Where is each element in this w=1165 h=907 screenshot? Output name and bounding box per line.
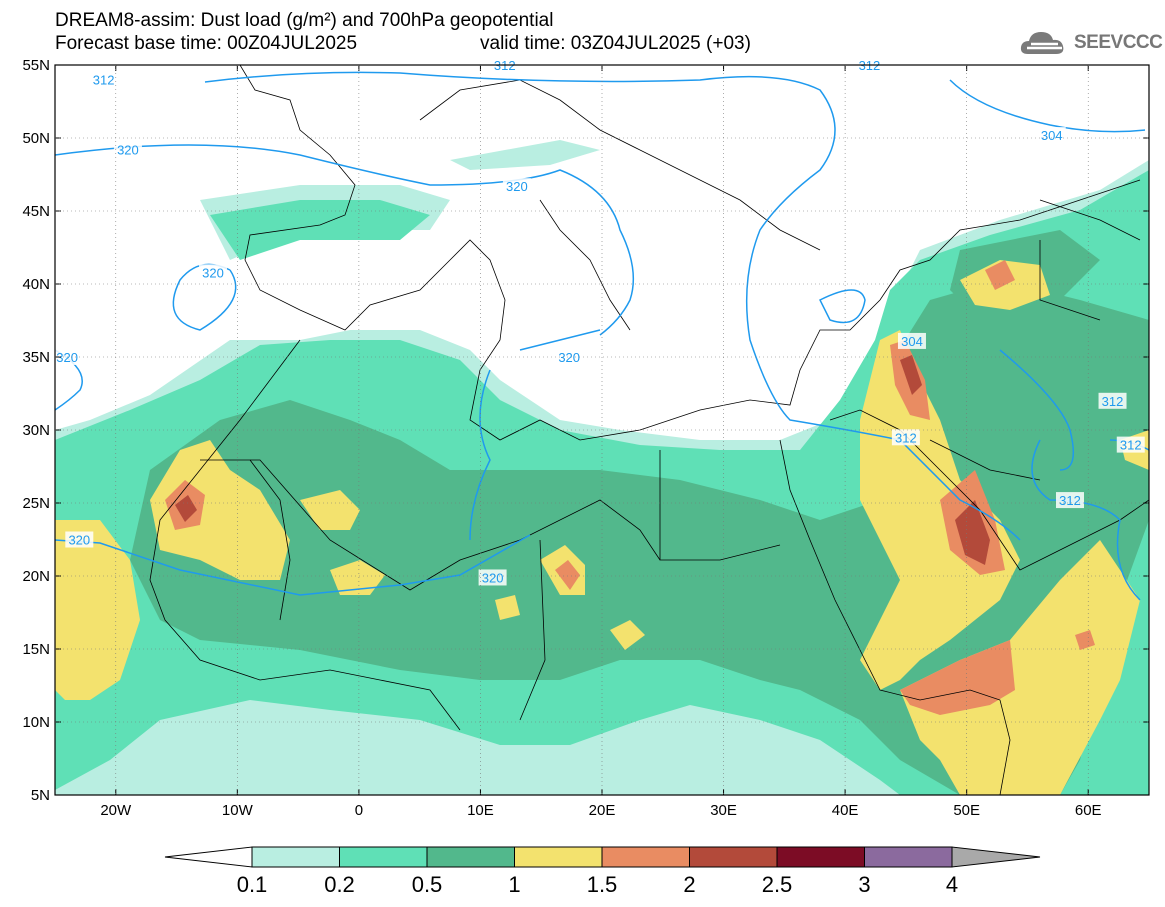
contour-label-bg (199, 264, 228, 281)
colorbar-label: 2 (683, 872, 695, 897)
lat-label: 25N (22, 495, 50, 512)
lat-label: 10N (22, 714, 50, 731)
lat-label: 45N (22, 203, 50, 220)
colorbar-label: 2.5 (762, 872, 793, 897)
longitude-labels: 20W 10W 0 10E 20E 30E 40E 50E 60E (100, 802, 1101, 819)
contour-label-bg (502, 178, 531, 195)
contour-label-bg (897, 332, 926, 349)
lon-label: 40E (832, 802, 859, 819)
lon-label: 50E (953, 802, 980, 819)
seevccc-logo: SEEVCCC (1018, 26, 1163, 60)
contour-label-bg (891, 429, 920, 446)
lon-label: 60E (1075, 802, 1102, 819)
logo-text: SEEVCCC (1074, 32, 1163, 53)
contour-label-bg (113, 141, 142, 158)
colorbar-label: 0.1 (237, 872, 268, 897)
lat-label: 50N (22, 130, 50, 147)
contour-label: 320 (56, 350, 78, 365)
colorbar: 0.1 0.2 0.5 1 1.5 2 2.5 3 4 (164, 846, 1041, 897)
contour-label-bg (89, 71, 118, 88)
colorbar-segment (776, 846, 865, 868)
lat-label: 40N (22, 276, 50, 293)
lat-label: 30N (22, 422, 50, 439)
lon-label: 30E (710, 802, 737, 819)
axis-ticks (55, 64, 1149, 796)
contour-label-bg (1116, 436, 1145, 453)
contour-label: 320 (558, 350, 580, 365)
colorbar-segment (689, 846, 778, 868)
dust-fill-brown (175, 355, 990, 565)
lat-label: 20N (22, 568, 50, 585)
contour-label: 320 (117, 143, 139, 158)
colorbar-label: 0.5 (412, 872, 443, 897)
colorbar-segment (164, 846, 253, 868)
colorbar-segment (864, 846, 953, 868)
cloud-icon (1020, 32, 1064, 54)
lon-label: 20W (100, 802, 132, 819)
latitude-labels: 55N 50N 45N 40N 35N 30N 25N 20N 15N 10N 5N (22, 57, 50, 804)
contour-label-bg (1037, 127, 1066, 144)
contour-label-bg (555, 349, 584, 365)
geopotential-contours (55, 71, 1149, 601)
contour-label-bg (1098, 392, 1127, 409)
contour-label: 320 (506, 179, 528, 194)
lon-label: 10W (222, 802, 254, 819)
lat-label: 15N (22, 641, 50, 658)
contour-label-bg (1055, 492, 1084, 509)
colorbar-label: 4 (946, 872, 958, 897)
coastlines (149, 65, 1149, 795)
colorbar-label: 1.5 (587, 872, 618, 897)
contour-label: 304 (901, 334, 923, 349)
contour-label: 304 (1041, 128, 1063, 143)
contour-label: 320 (68, 533, 90, 548)
contour-label: 312 (1102, 394, 1124, 409)
dust-fill-yellow (55, 260, 1149, 795)
contour-label: 312 (895, 430, 917, 445)
contour-label: 320 (482, 570, 504, 585)
contour-label-bg (478, 569, 507, 586)
lon-label: 0 (355, 802, 363, 819)
lon-label: 20E (589, 802, 616, 819)
lat-label: 55N (22, 57, 50, 74)
colorbar-segment (339, 846, 428, 868)
colorbar-segment (601, 846, 690, 868)
contour-label: 320 (202, 265, 224, 280)
lon-label: 10E (467, 802, 494, 819)
colorbar-label: 3 (858, 872, 870, 897)
colorbar-segment (514, 846, 603, 868)
colorbar-segment (426, 846, 515, 868)
forecast-base-time: Forecast base time: 00Z04JUL2025 (55, 33, 358, 54)
colorbar-label: 1 (508, 872, 520, 897)
contour-label: 312 (93, 73, 115, 88)
valid-time: valid time: 03Z04JUL2025 (+03) (480, 33, 751, 54)
colorbar-segment (251, 846, 340, 868)
contour-label: 312 (1059, 493, 1081, 508)
lat-label: 5N (31, 787, 50, 804)
colorbar-label: 0.2 (324, 872, 355, 897)
lat-label: 35N (22, 349, 50, 366)
map-title: DREAM8-assim: Dust load (g/m²) and 700hP… (55, 10, 554, 31)
contour-label: 312 (1120, 438, 1142, 453)
colorbar-segment (951, 846, 1041, 868)
contour-label-bg (65, 531, 94, 548)
